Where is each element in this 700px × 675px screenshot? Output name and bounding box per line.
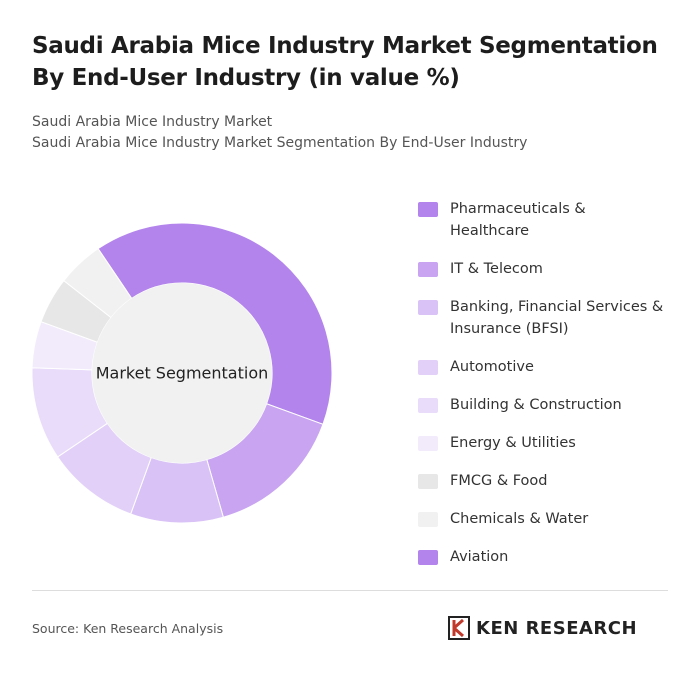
legend-item: Pharmaceuticals & Healthcare	[418, 198, 668, 242]
legend-item: Building & Construction	[418, 394, 668, 416]
legend-item: Energy & Utilities	[418, 432, 668, 454]
legend-label: Pharmaceuticals & Healthcare	[450, 201, 586, 239]
legend-item: Aviation	[418, 546, 668, 568]
chart-title: Saudi Arabia Mice Industry Market Segmen…	[32, 33, 658, 91]
legend-label: Chemicals & Water	[450, 511, 589, 527]
legend-swatch	[418, 202, 438, 217]
legend-item: IT & Telecom	[418, 258, 668, 280]
legend-label: IT & Telecom	[450, 261, 543, 277]
donut-chart: Market Segmentation	[31, 222, 333, 524]
legend: Pharmaceuticals & Healthcare IT & Telecom…	[418, 198, 668, 584]
legend-swatch	[418, 512, 438, 527]
source: Source: Ken Research Analysis	[32, 621, 224, 636]
subtitle: Saudi Arabia Mice Industry Market	[32, 114, 273, 130]
center-label: Market Segmentation	[96, 364, 269, 383]
legend-label: Automotive	[450, 359, 534, 375]
logo-icon	[448, 616, 470, 640]
legend-swatch	[418, 398, 438, 413]
legend-item: Automotive	[418, 356, 668, 378]
donut-hole	[92, 283, 272, 463]
legend-label: Banking, Financial Services & Insurance …	[450, 299, 664, 337]
legend-swatch	[418, 550, 438, 565]
subtitle: Saudi Arabia Mice Industry Market Segmen…	[32, 135, 528, 151]
legend-swatch	[418, 262, 438, 277]
legend-swatch	[418, 436, 438, 451]
legend-item: FMCG & Food	[418, 470, 668, 492]
legend-label: Energy & Utilities	[450, 435, 576, 451]
legend-label: FMCG & Food	[450, 473, 548, 489]
logo: KEN RESEARCH	[448, 616, 637, 640]
legend-swatch	[418, 360, 438, 375]
logo-text: KEN RESEARCH	[476, 617, 638, 639]
legend-swatch	[418, 300, 438, 315]
legend-item: Banking, Financial Services & Insurance …	[418, 296, 668, 340]
legend-label: Aviation	[450, 549, 509, 565]
divider	[32, 590, 668, 591]
legend-swatch	[418, 474, 438, 489]
legend-item: Chemicals & Water	[418, 508, 668, 530]
legend-label: Building & Construction	[450, 397, 622, 413]
